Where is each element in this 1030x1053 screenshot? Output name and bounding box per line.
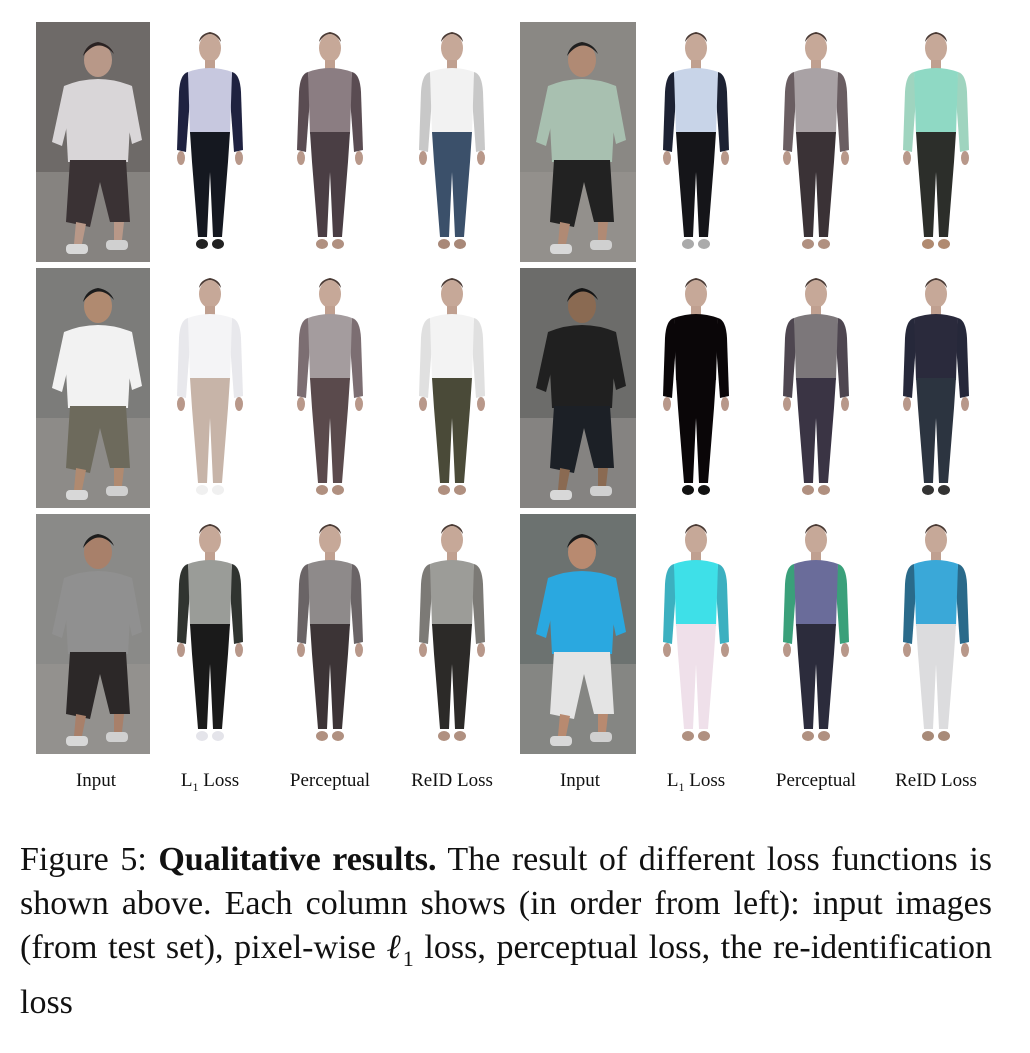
input-photo-r3-c5 bbox=[520, 514, 640, 754]
input-photo-r2-c1 bbox=[36, 268, 156, 508]
column-label-5: Input bbox=[559, 770, 601, 791]
avatar-render-r1-c4 bbox=[392, 22, 512, 262]
avatar-render-r3-c2 bbox=[150, 514, 270, 754]
column-label-7: Perceptual bbox=[775, 770, 857, 791]
column-label-4: ReID Loss bbox=[411, 770, 493, 791]
avatar-render-r1-c2 bbox=[150, 22, 270, 262]
column-label-2: L1 Loss bbox=[180, 770, 240, 794]
figure-grid bbox=[36, 22, 996, 754]
caption-prefix: Figure 5: bbox=[20, 841, 159, 878]
column-label-1: Input bbox=[75, 770, 117, 791]
avatar-render-r2-c2 bbox=[150, 268, 270, 508]
avatar-render-r2-c7 bbox=[756, 268, 876, 508]
column-label-6: L1 Loss bbox=[666, 770, 726, 794]
avatar-render-r1-c6 bbox=[636, 22, 756, 262]
avatar-render-r1-c8 bbox=[876, 22, 996, 262]
caption-math-sub: 1 bbox=[402, 945, 414, 971]
column-label-3: Perceptual bbox=[289, 770, 371, 791]
caption-bold: Qualitative results. bbox=[158, 841, 437, 878]
input-photo-r2-c5 bbox=[520, 268, 640, 508]
avatar-render-r3-c8 bbox=[876, 514, 996, 754]
figure-caption: Figure 5: Qualitative results. The resul… bbox=[20, 838, 992, 1025]
caption-math: ℓ bbox=[386, 929, 403, 966]
avatar-render-r2-c8 bbox=[876, 268, 996, 508]
column-label-8: ReID Loss bbox=[895, 770, 977, 791]
avatar-render-r2-c6 bbox=[636, 268, 756, 508]
column-labels: Input L1 Loss Perceptual ReID Loss Input L1 L… bbox=[0, 770, 1030, 796]
avatar-render-r2-c4 bbox=[392, 268, 512, 508]
caption-text-1: The result of different loss functions i… bbox=[20, 841, 992, 966]
input-photo-r1-c5 bbox=[520, 22, 640, 262]
input-photo-r3-c1 bbox=[36, 514, 156, 754]
input-photo-r1-c1 bbox=[36, 22, 156, 262]
avatar-render-r3-c4 bbox=[392, 514, 512, 754]
avatar-render-r1-c7 bbox=[756, 22, 876, 262]
avatar-render-r3-c6 bbox=[636, 514, 756, 754]
avatar-render-r2-c3 bbox=[270, 268, 390, 508]
avatar-render-r3-c7 bbox=[756, 514, 876, 754]
caption-text-2: loss, perceptual loss, the re-identifica… bbox=[20, 929, 992, 1021]
avatar-render-r3-c3 bbox=[270, 514, 390, 754]
avatar-render-r1-c3 bbox=[270, 22, 390, 262]
